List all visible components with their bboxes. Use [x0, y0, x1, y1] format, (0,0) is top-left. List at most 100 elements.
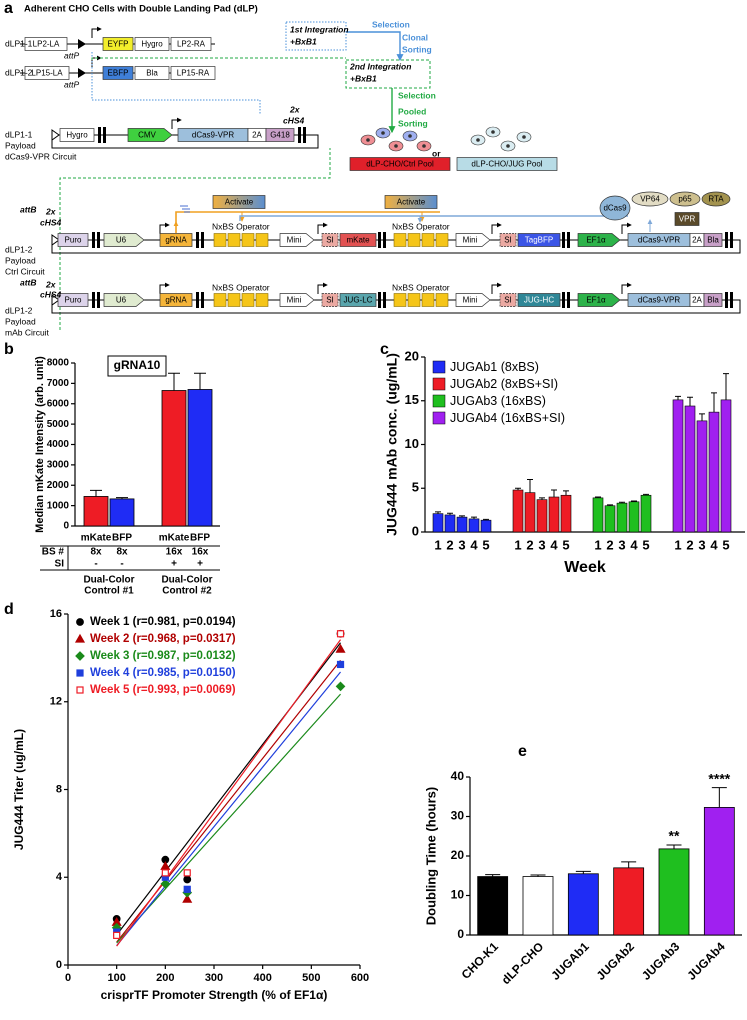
y-tick-label: 1000	[47, 500, 70, 511]
insulator	[725, 292, 728, 308]
protein	[701, 191, 731, 207]
promoter	[127, 128, 173, 142]
x-tick-label: 3	[698, 537, 705, 552]
gene-box	[349, 157, 451, 171]
operator-site	[435, 233, 449, 247]
diagram-label: dLP1-2	[5, 305, 33, 315]
insulator	[97, 292, 100, 308]
y-tick-label: 10	[405, 436, 419, 451]
box-label: TagBFP	[525, 236, 553, 245]
legend-marker	[76, 618, 84, 626]
diagram-label: 1st Integration	[290, 24, 349, 34]
operator-site	[407, 293, 421, 307]
diagram-label: dLP1-2	[5, 67, 33, 77]
x-tick-label: 3	[458, 537, 465, 552]
gene-box	[134, 66, 170, 80]
operator-site	[407, 233, 421, 247]
gene-box	[59, 128, 95, 142]
x-tick-label: 5	[482, 537, 489, 552]
error-bar	[515, 487, 521, 490]
diagram-label: 2x	[289, 104, 301, 114]
bar	[658, 848, 690, 936]
error-bar	[643, 493, 649, 496]
error-bar	[471, 516, 477, 519]
x-tick-label: BFP	[112, 533, 132, 544]
box-label: EBFP	[108, 69, 129, 78]
diagram-label: NxBS Operator	[212, 221, 270, 231]
table-cell: -	[94, 559, 97, 570]
legend-label: Week 5 (r=0.993, p=0.0069)	[90, 684, 236, 696]
box-label: LP15-LA	[31, 69, 63, 78]
gene-box	[102, 66, 134, 80]
promoter	[103, 233, 145, 247]
x-tick-label: 200	[156, 972, 174, 984]
connector	[159, 282, 170, 294]
box-label: SI	[326, 236, 334, 245]
bar	[524, 492, 536, 533]
inset-box	[107, 355, 167, 377]
diagram-label: Clonal	[402, 32, 428, 42]
connector	[91, 26, 102, 38]
bar	[187, 389, 213, 527]
nucleus	[394, 144, 398, 148]
diagram-label: cHS4	[40, 217, 62, 227]
x-tick-label: JUGAb4	[684, 939, 728, 983]
box-label: Mini	[287, 296, 302, 305]
operator-site	[213, 293, 227, 307]
error-bar	[530, 874, 546, 877]
y-tick-label: 5000	[47, 419, 70, 430]
att-site	[51, 234, 60, 246]
promoter	[455, 233, 491, 247]
gene-box	[703, 233, 723, 247]
error-bar	[595, 496, 601, 498]
gene-box	[499, 293, 517, 307]
box-label: Bla	[707, 236, 719, 245]
diagram-label: cHS4	[283, 115, 305, 125]
box-label: Bla	[707, 296, 719, 305]
y-tick-label: 4	[56, 871, 63, 883]
error-bar	[723, 373, 729, 400]
x-tick-label: dLP-CHO	[499, 939, 547, 987]
y-tick-label: 5	[412, 480, 419, 495]
gene-box	[384, 195, 438, 209]
connector	[91, 55, 102, 67]
bar	[720, 399, 732, 533]
legend-label: Week 4 (r=0.985, p=0.0150)	[90, 667, 236, 679]
gene-box	[339, 293, 377, 307]
panel-label: c	[380, 341, 389, 358]
group-label: Dual-Color	[161, 575, 212, 586]
bar	[708, 411, 720, 533]
box-label: Mini	[287, 236, 302, 245]
box-label: dCas9-VPR	[638, 296, 680, 305]
legend-marker	[76, 686, 84, 694]
x-tick-label: 500	[302, 972, 320, 984]
x-tick-label: 2	[526, 537, 533, 552]
panel-label: b	[4, 341, 14, 358]
connector	[91, 52, 261, 115]
y-tick-label: 8	[56, 783, 62, 795]
inset-label: gRNA10	[114, 358, 161, 372]
gene-box	[703, 293, 723, 307]
x-tick-label: 2	[446, 537, 453, 552]
bar	[83, 496, 109, 527]
att-site	[51, 294, 60, 306]
fit-line	[116, 639, 342, 947]
x-tick-label: 3	[538, 537, 545, 552]
bar	[613, 867, 645, 936]
insulator	[730, 232, 733, 248]
nucleus	[408, 134, 412, 138]
box-label: VPR	[679, 215, 696, 224]
error-bar	[90, 489, 102, 497]
box-label: RTA	[708, 195, 724, 204]
diagram-label: Pooled	[398, 106, 426, 116]
y-tick-label: 0	[457, 927, 464, 941]
legend-label: Week 1 (r=0.981, p=0.0194)	[90, 616, 236, 628]
operator-site	[241, 293, 255, 307]
diagram-label: dLP1-1	[5, 129, 33, 139]
box-label: dCas9	[603, 204, 627, 213]
bar	[592, 497, 604, 533]
x-tick-label: 1	[594, 537, 601, 552]
connector	[239, 215, 628, 221]
gene-box	[499, 233, 517, 247]
box-label: CMV	[138, 131, 156, 140]
